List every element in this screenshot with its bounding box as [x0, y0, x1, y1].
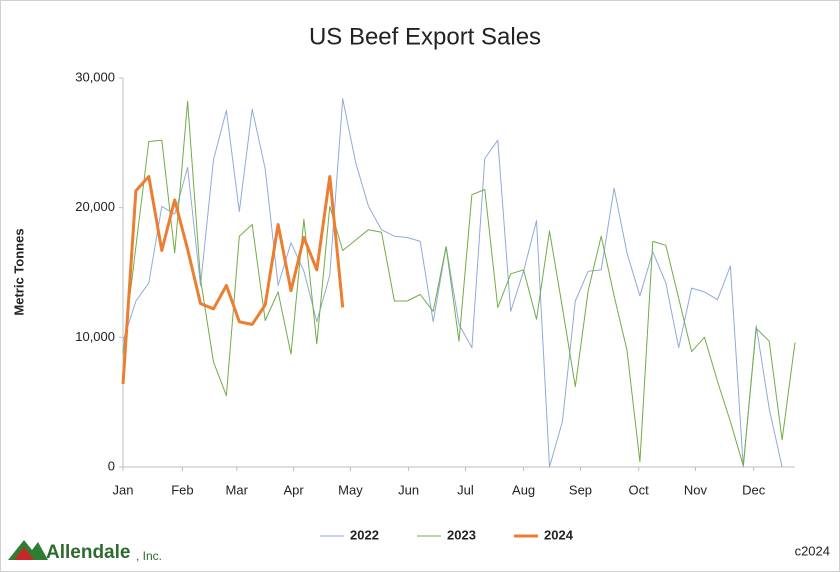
x-tick-label: Oct	[629, 482, 650, 497]
logo-suffix: , Inc.	[136, 549, 162, 563]
y-tick-label: 20,000	[75, 199, 115, 214]
y-tick-label: 10,000	[75, 329, 115, 344]
x-tick-label: Apr	[283, 482, 304, 497]
y-tick-label: 0	[108, 458, 115, 473]
x-tick-label: Nov	[684, 482, 708, 497]
x-tick-label: Mar	[226, 482, 249, 497]
series-line	[122, 98, 783, 468]
x-tick-label: Dec	[742, 482, 766, 497]
y-tick-label: 30,000	[75, 69, 115, 84]
logo: Allendale , Inc.	[8, 540, 162, 563]
series-line	[122, 100, 796, 467]
logo-mark-accent	[14, 547, 34, 560]
x-tick-label: Jul	[457, 482, 474, 497]
note: c2024	[795, 543, 830, 558]
x-tick-label: Aug	[512, 482, 535, 497]
series-line	[121, 175, 345, 385]
chart-title: US Beef Export Sales	[309, 23, 541, 50]
legend-label: 2024	[544, 527, 574, 542]
x-tick-label: May	[338, 482, 363, 497]
legend-label: 2023	[447, 527, 476, 542]
x-tick-label: Jan	[113, 482, 134, 497]
logo-text: Allendale	[46, 542, 130, 563]
x-tick-label: Sep	[569, 482, 592, 497]
x-tick-label: Feb	[171, 482, 193, 497]
y-axis-label: Metric Tonnes	[11, 228, 26, 315]
x-tick-label: Jun	[398, 482, 419, 497]
legend-label: 2022	[350, 527, 379, 542]
